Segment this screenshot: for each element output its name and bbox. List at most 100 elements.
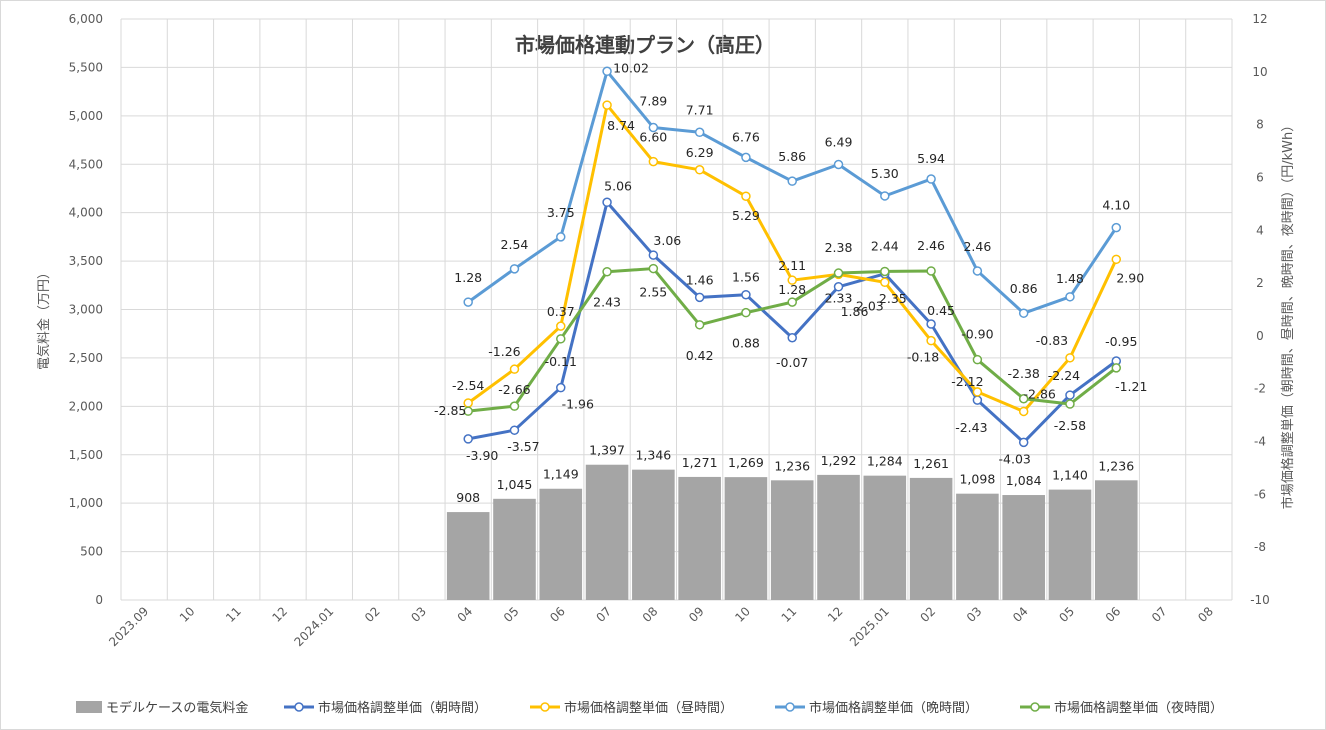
series-point <box>926 335 936 346</box>
y-right-tick-label: 6 <box>1256 170 1264 184</box>
series-point <box>833 282 844 292</box>
series-data-label: 2.90 <box>1116 270 1144 285</box>
series-point <box>880 277 890 288</box>
series-point <box>509 364 520 374</box>
legend-label: モデルケースの電気料金 <box>106 700 248 716</box>
series-point <box>787 275 797 285</box>
series-point <box>509 264 520 274</box>
series-data-label: 1.28 <box>454 270 482 285</box>
series-data-label: 3.75 <box>547 205 575 220</box>
series-data-label: 1.28 <box>778 282 806 297</box>
y-right-tick-label: -10 <box>1250 593 1270 607</box>
y-left-tick-label: 1,500 <box>69 448 103 462</box>
y-right-tick-label: 10 <box>1252 65 1267 79</box>
series-point <box>1018 394 1029 404</box>
series-data-label: -2.58 <box>1054 418 1086 433</box>
series-point <box>972 354 983 365</box>
series-point <box>1018 437 1029 448</box>
series-data-label: -2.66 <box>498 382 530 397</box>
series-data-label: 2.44 <box>871 238 899 253</box>
label-layer: 908 1,045 1,149 1,397 1,346 1,271 1,269 1,236 1,… <box>434 60 1147 505</box>
y-right-axis-title: 市場価格調整単価（朝時間、昼時間、晩時間、夜時間）（円/kWh） <box>1280 119 1296 510</box>
y-right-tick-label: -2 <box>1254 382 1266 396</box>
bar <box>956 493 999 600</box>
legend-swatch <box>76 701 102 713</box>
legend-label: 市場価格調整単価（晩時間） <box>809 700 978 716</box>
legend-label: 市場価格調整単価（夜時間） <box>1054 700 1223 716</box>
series-point <box>741 307 751 318</box>
series-data-label: 2.54 <box>501 237 529 252</box>
bar-layer <box>446 464 1138 600</box>
series-data-label: -0.18 <box>907 350 939 365</box>
chart-title: 市場価格連動プラン（高圧） <box>515 33 775 57</box>
series-data-label: 2.43 <box>593 295 621 310</box>
series-data-label: 7.89 <box>639 94 667 109</box>
series-point <box>1065 399 1075 409</box>
series-point <box>833 268 844 278</box>
legend-item-series: 市場価格調整単価（昼時間） <box>530 700 733 716</box>
legend-label: 市場価格調整単価（朝時間） <box>318 700 487 716</box>
y-left-tick-label: 5,500 <box>69 60 103 74</box>
bar <box>585 464 629 600</box>
bar-data-label: 1,149 <box>543 467 579 482</box>
series-point <box>648 263 659 274</box>
series-data-label: -2.86 <box>1024 386 1056 401</box>
series-data-label: -0.90 <box>961 327 993 342</box>
y-right-tick-label: 4 <box>1256 223 1264 237</box>
series-point <box>1111 254 1122 265</box>
series-data-label: 2.55 <box>639 285 667 300</box>
y-left-tick-label: 3,500 <box>69 254 103 268</box>
series-point <box>694 165 705 175</box>
series-data-label: 2.46 <box>963 239 991 254</box>
series-point <box>463 434 473 444</box>
series-point <box>1111 222 1122 233</box>
series-point <box>1065 292 1075 302</box>
series-point <box>463 406 473 416</box>
series-point <box>787 176 797 186</box>
series-point <box>556 321 566 331</box>
bar-data-label: 1,084 <box>1006 473 1042 488</box>
series-data-label: -0.11 <box>545 354 577 369</box>
series-data-label: -0.95 <box>1105 334 1137 349</box>
series-data-label: 6.76 <box>732 129 760 144</box>
series-point <box>972 266 983 276</box>
legend: モデルケースの電気料金 市場価格調整単価（朝時間） 市場価格調整単価（昼時間） 市場価… <box>76 700 1223 716</box>
series-point <box>602 66 612 77</box>
bar <box>632 469 675 600</box>
bar <box>863 475 907 600</box>
y-left-tick-label: 4,500 <box>69 157 103 171</box>
series-data-label: -2.85 <box>434 403 466 418</box>
legend-item-series: 市場価格調整単価（朝時間） <box>284 700 487 716</box>
series-point <box>926 266 936 276</box>
series-data-label: -1.26 <box>488 344 520 359</box>
series-data-label: 0.88 <box>732 336 760 351</box>
series-data-label: 2.38 <box>825 240 853 255</box>
y-right-tick-label: -8 <box>1254 540 1266 554</box>
series-point <box>648 122 659 133</box>
bar-data-label: 1,284 <box>867 454 903 469</box>
series-data-label: -0.83 <box>1036 333 1068 348</box>
series-data-label: 3.06 <box>653 233 681 248</box>
series-data-label: 5.06 <box>604 178 632 193</box>
series-point <box>556 382 566 393</box>
bar <box>1094 480 1138 600</box>
series-data-label: 10.02 <box>613 60 649 75</box>
series-data-label: 5.29 <box>732 208 760 223</box>
series-point <box>509 401 520 411</box>
y-right-tick-label: 12 <box>1252 12 1267 26</box>
series-point <box>833 159 844 170</box>
bar <box>1002 495 1045 600</box>
series-point <box>509 425 520 435</box>
bar-data-label: 1,098 <box>959 472 995 487</box>
legend-label: 市場価格調整単価（昼時間） <box>564 700 733 716</box>
bar <box>493 498 536 600</box>
bar <box>539 488 583 600</box>
bar-data-label: 1,236 <box>774 458 810 473</box>
series-point <box>694 127 705 138</box>
series-data-label: -3.57 <box>507 439 539 454</box>
series-point <box>880 191 890 201</box>
series-data-label: 0.45 <box>927 303 955 318</box>
series-data-label: -1.96 <box>562 397 594 412</box>
